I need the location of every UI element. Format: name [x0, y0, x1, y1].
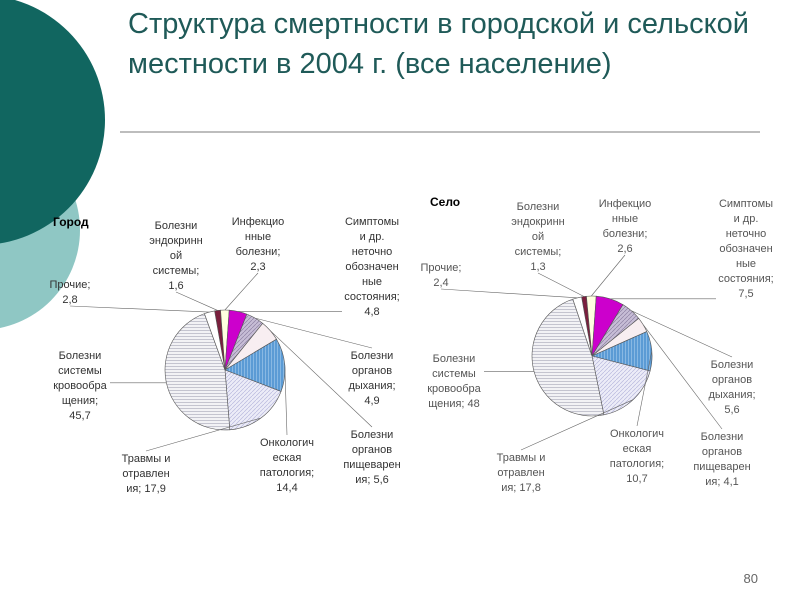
pie-slice-болезни-системы-кровообращения: [531, 298, 605, 417]
slice-label-болезни-эндокринной-системы: Болезни эндокринн ой системы; 1,6: [149, 220, 202, 292]
pie-slice-болезни-системы-кровообращения: [164, 313, 231, 431]
slice-label-болезни-органов-пищеварения: Болезни органов пищеварен ия; 4,1: [693, 431, 750, 488]
slice-label-прочие: Прочие; 2,8: [50, 279, 91, 306]
slice-label-травмы-и-отравления: Травмы и отравлен ия; 17,9: [122, 453, 171, 495]
slice-label-онкологическая-патология: Онкологич еская патология; 10,7: [610, 428, 664, 485]
slice-label-болезни-эндокринной-системы: Болезни эндокринн ой системы; 1,3: [511, 201, 564, 273]
leader-line-прочие: [69, 305, 210, 313]
leader-line-травмы-и-отравления: [145, 417, 262, 452]
slide-title: Структура смертности в городской и сельс…: [128, 8, 749, 80]
chart-title: Село: [430, 195, 460, 209]
leader-line-онкологическая-патология: [284, 364, 288, 436]
page-number: 80: [743, 571, 758, 586]
slice-label-инфекционные-болезни: Инфекцио нные болезни; 2,3: [232, 216, 285, 273]
slice-label-болезни-органов-дыхания: Болезни органов дыхания; 5,6: [708, 359, 755, 416]
slice-label-онкологическая-патология: Онкологич еская патология; 14,4: [260, 437, 314, 494]
leader-line-болезни-эндокринной-системы: [537, 272, 585, 297]
slice-label-прочие: Прочие; 2,4: [421, 262, 462, 289]
slice-label-симптомы-и-др-неточно-обозначенные-состояния: Симптомы и др. неточно обозначен ные состояни…: [718, 198, 773, 300]
deco-circle-dark: [0, 0, 105, 244]
leader-line-болезни-органов-дыхания: [255, 317, 373, 349]
leader-line-болезни-органов-дыхания: [631, 310, 733, 358]
leader-line-болезни-эндокринной-системы: [175, 291, 218, 311]
slice-label-болезни-органов-пищеварения: Болезни органов пищеварен ия; 5,6: [343, 429, 400, 486]
leader-line-онкологическая-патология: [636, 350, 653, 427]
slice-label-болезни-органов-дыхания: Болезни органов дыхания; 4,9: [348, 350, 395, 407]
chart-title: Город: [53, 215, 89, 229]
leader-line-инфекционные-болезни: [224, 272, 259, 311]
leader-line-болезни-органов-пищеварения: [270, 330, 373, 428]
pie-chart-village: Село Болезни эндокринн ой системы; 1,3 Инфекц…: [421, 195, 774, 494]
slice-label-травмы-и-отравления: Травмы и отравлен ия; 17,8: [497, 452, 546, 494]
slice-label-инфекционные-болезни: Инфекцио нные болезни; 2,6: [599, 198, 652, 255]
title-divider: [120, 131, 760, 133]
leader-line-инфекционные-болезни: [591, 254, 626, 297]
slice-label-симптомы-и-др-неточно-обозначенные-состояния: Симптомы и др. неточно обозначен ные состояни…: [344, 216, 399, 318]
leader-line-болезни-органов-пищеварения: [642, 324, 723, 430]
slice-label-болезни-системы-кровообращения: Болезни системы кровообра щения; 45,7: [53, 350, 107, 422]
leader-line-прочие: [440, 288, 578, 299]
pie-chart-city: Город Болезни эндокринн ой системы; 1,6 Инфек…: [50, 215, 401, 495]
leader-line-травмы-и-отравления: [520, 399, 634, 451]
slice-label-болезни-системы-кровообращения: Болезни системы кровообра щения; 48: [427, 353, 481, 410]
